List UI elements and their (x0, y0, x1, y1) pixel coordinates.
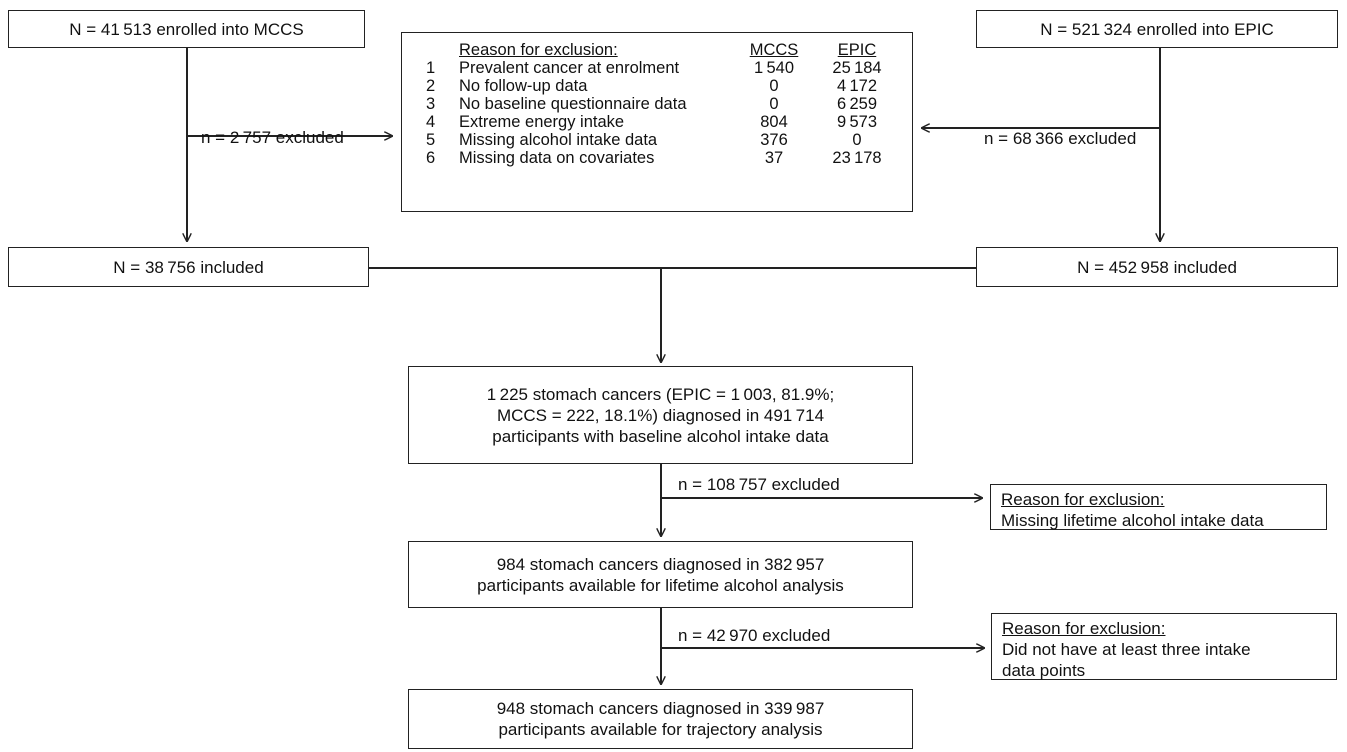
trajectory-line: participants available for trajectory an… (498, 720, 823, 739)
row-reason: Missing alcohol intake data (459, 131, 658, 149)
combined-line: 1 225 stomach cancers (EPIC = 1 003, 81.… (486, 384, 835, 404)
reason-title: Reason for exclusion: (1002, 619, 1166, 638)
row-reason: No baseline questionnaire data (459, 95, 687, 113)
row-epic-value: 23 178 (832, 149, 882, 167)
row-epic-value: 6 259 (836, 95, 877, 113)
combined-text: 1 225 stomach cancers (EPIC = 1 003, 81.… (487, 384, 834, 447)
row-number: 3 (426, 95, 436, 113)
table-row: 2 No follow-up data 0 4 172 (402, 77, 912, 95)
row-epic-value: 25 184 (832, 59, 882, 77)
row-number: 1 (426, 59, 436, 77)
row-epic-value: 0 (852, 131, 862, 149)
epic-included-text: N = 452 958 included (1077, 257, 1237, 277)
row-number: 4 (426, 113, 436, 131)
trajectory-line: 948 stomach cancers diagnosed in 339 987 (496, 699, 825, 718)
row-reason: Prevalent cancer at enrolment (459, 59, 680, 77)
lifetime-text: 984 stomach cancers diagnosed in 382 957… (477, 554, 844, 596)
header-mccs: MCCS (749, 41, 799, 59)
combined-stomach-cancers-box: 1 225 stomach cancers (EPIC = 1 003, 81.… (408, 366, 913, 464)
reason-line: Did not have at least three intake (1002, 640, 1251, 659)
mccs-enrolled-box: N = 41 513 enrolled into MCCS (8, 10, 365, 48)
epic-enrolled-text: N = 521 324 enrolled into EPIC (1040, 19, 1274, 39)
table-row: 1 Prevalent cancer at enrolment 1 540 25… (402, 59, 912, 77)
reason-line: Missing lifetime alcohol intake data (1001, 511, 1264, 530)
row-mccs-value: 37 (764, 149, 784, 167)
row-number: 6 (426, 149, 436, 167)
lifetime-line: participants available for lifetime alco… (477, 575, 844, 595)
table-row: 3 No baseline questionnaire data 0 6 259 (402, 95, 912, 113)
header-epic: EPIC (837, 41, 877, 59)
mccs-excluded-label: n = 2 757 excluded (201, 128, 344, 147)
row-number: 2 (426, 77, 436, 95)
trajectory-analysis-box: 948 stomach cancers diagnosed in 339 987… (408, 689, 913, 749)
row-mccs-value: 376 (760, 131, 788, 149)
reason-title: Reason for exclusion: (1001, 490, 1165, 509)
row-mccs-value: 0 (769, 95, 779, 113)
trajectory-excluded-label: n = 42 970 excluded (678, 626, 831, 645)
lifetime-line: 984 stomach cancers diagnosed in 382 957 (496, 554, 825, 574)
reason-line: data points (1002, 661, 1086, 680)
combined-line: MCCS = 222, 18.1%) diagnosed in 491 714 (496, 405, 825, 425)
lifetime-excluded-label: n = 108 757 excluded (678, 475, 840, 494)
mccs-included-text: N = 38 756 included (113, 257, 264, 277)
table-row: 6 Missing data on covariates 37 23 178 (402, 149, 912, 167)
combined-line: participants with baseline alcohol intak… (492, 426, 829, 446)
header-reason: Reason for exclusion: (459, 41, 618, 59)
lifetime-exclusion-reason-box: Reason for exclusion: Missing lifetime a… (990, 484, 1327, 530)
row-mccs-value: 804 (760, 113, 788, 131)
lifetime-analysis-box: 984 stomach cancers diagnosed in 382 957… (408, 541, 913, 608)
table-row: 4 Extreme energy intake 804 9 573 (402, 113, 912, 131)
row-mccs-value: 0 (769, 77, 779, 95)
exclusion-table-header: Reason for exclusion: MCCS EPIC (402, 41, 912, 59)
row-reason: No follow-up data (459, 77, 588, 95)
mccs-enrolled-text: N = 41 513 enrolled into MCCS (69, 19, 304, 39)
row-epic-value: 9 573 (836, 113, 877, 131)
epic-excluded-label: n = 68 366 excluded (984, 129, 1137, 148)
table-row: 5 Missing alcohol intake data 376 0 (402, 131, 912, 149)
row-number: 5 (426, 131, 436, 149)
row-epic-value: 4 172 (836, 77, 877, 95)
trajectory-exclusion-reason-box: Reason for exclusion: Did not have at le… (991, 613, 1337, 680)
row-reason: Missing data on covariates (459, 149, 655, 167)
row-reason: Extreme energy intake (459, 113, 625, 131)
exclusion-reasons-table: Reason for exclusion: MCCS EPIC 1 Preval… (401, 32, 913, 212)
mccs-included-box: N = 38 756 included (8, 247, 369, 287)
epic-included-box: N = 452 958 included (976, 247, 1338, 287)
epic-enrolled-box: N = 521 324 enrolled into EPIC (976, 10, 1338, 48)
row-mccs-value: 1 540 (753, 59, 794, 77)
trajectory-text: 948 stomach cancers diagnosed in 339 987… (497, 698, 825, 740)
